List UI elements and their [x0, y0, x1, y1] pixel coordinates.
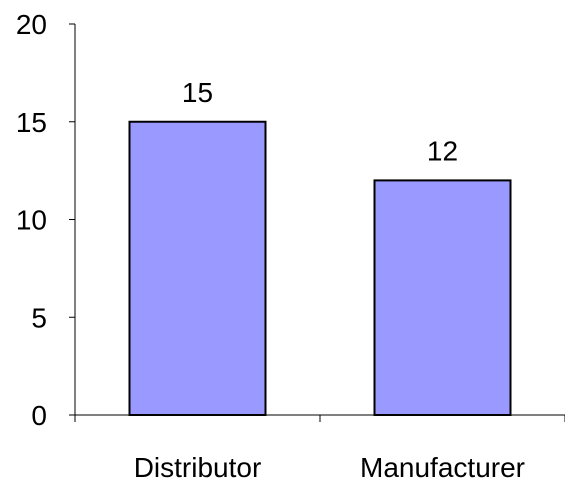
category-label: Manufacturer — [360, 452, 525, 479]
data-label: 12 — [427, 135, 458, 166]
bar-distributor — [130, 122, 266, 415]
y-tick-label: 0 — [31, 400, 47, 431]
bar-manufacturer — [375, 180, 511, 415]
y-tick-label: 15 — [16, 107, 47, 138]
y-tick-label: 20 — [16, 9, 47, 40]
y-tick-label: 10 — [16, 205, 47, 236]
data-label: 15 — [182, 77, 213, 108]
category-label: Distributor — [134, 452, 262, 479]
y-tick-label: 5 — [31, 302, 47, 333]
